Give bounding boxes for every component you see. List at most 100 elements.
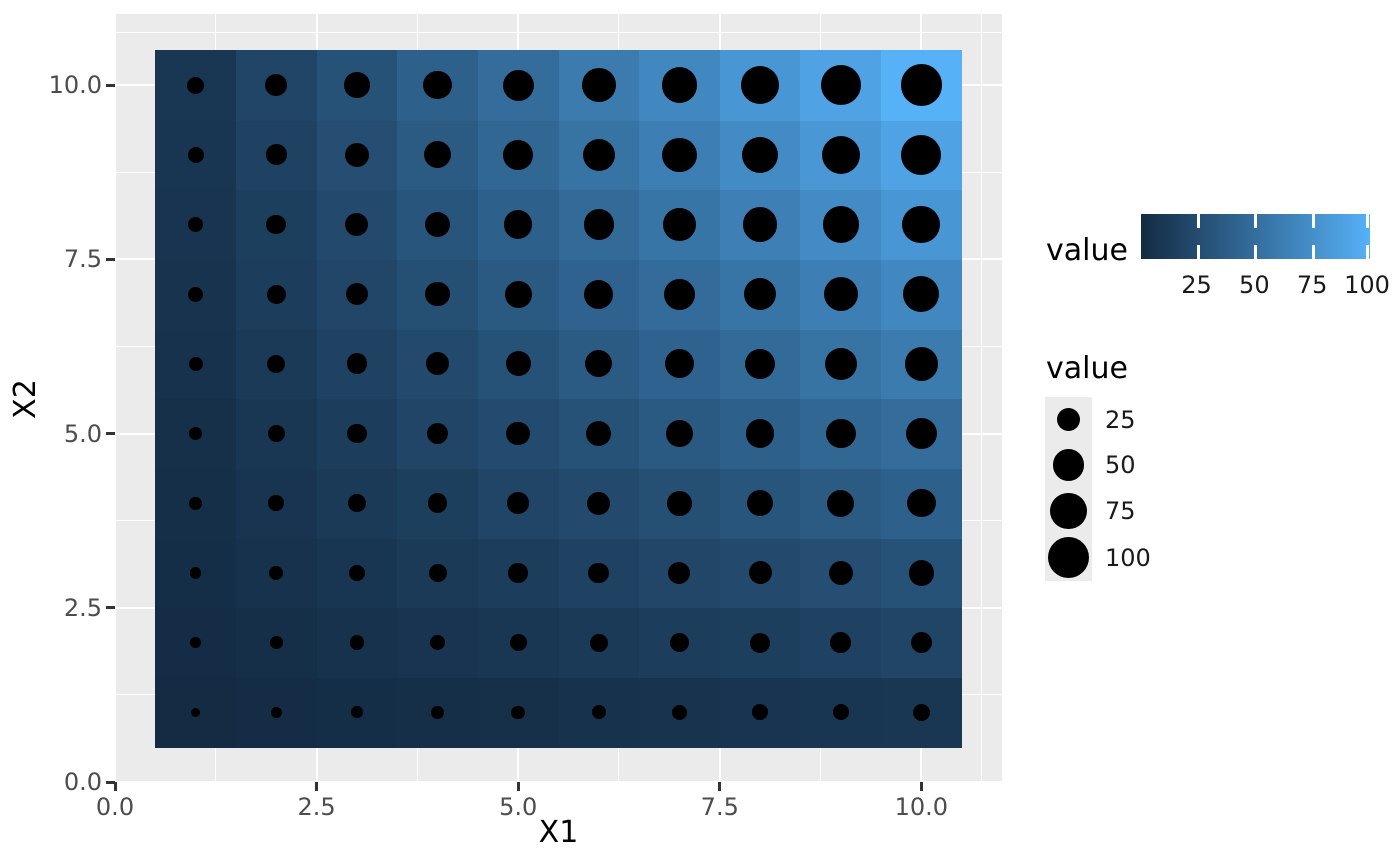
data-point (503, 139, 534, 170)
size-legend-title: value (1046, 351, 1128, 386)
data-point (504, 280, 532, 308)
size-legend-key (1045, 442, 1092, 488)
data-point (748, 561, 772, 585)
y-tick-mark (106, 432, 115, 436)
y-tick-mark (106, 780, 115, 784)
data-point (827, 489, 855, 517)
x-tick-label: 7.5 (700, 793, 739, 821)
data-point (423, 141, 452, 169)
data-point (189, 567, 202, 579)
data-point (589, 633, 608, 652)
data-point (507, 492, 529, 515)
data-point (903, 276, 940, 313)
size-legend-key (1045, 534, 1092, 581)
colorbar-tick-mark (1254, 214, 1258, 228)
data-point (664, 278, 695, 310)
data-point (747, 490, 774, 517)
colorbar-tick-label: 100 (1344, 271, 1390, 299)
data-point (744, 348, 776, 380)
data-point (502, 69, 534, 101)
size-key-label: 100 (1105, 543, 1151, 572)
y-gridline-minor (115, 32, 1002, 34)
colorbar-tick-mark (1312, 214, 1316, 228)
x-tick-mark (718, 782, 722, 791)
size-key-circle (1050, 492, 1087, 530)
data-point (583, 209, 615, 240)
data-point (265, 74, 288, 96)
data-point (347, 494, 366, 513)
data-point (423, 70, 452, 100)
size-key-label: 75 (1105, 497, 1136, 525)
data-point (663, 208, 696, 241)
data-point (671, 704, 687, 720)
colorbar-gradient (1141, 214, 1370, 259)
data-point (431, 705, 444, 719)
data-point (188, 426, 203, 441)
data-point (348, 564, 366, 582)
x-tick-mark (919, 782, 923, 791)
x-tick-label: 10.0 (894, 793, 949, 821)
data-point (429, 634, 446, 651)
y-tick-mark (106, 606, 115, 610)
data-point (912, 703, 930, 721)
colorbar-tick-mark (1196, 245, 1200, 259)
size-key-circle (1052, 449, 1085, 481)
y-axis-title: X2 (8, 378, 43, 419)
x-tick-label: 2.5 (297, 793, 336, 821)
data-point (505, 351, 531, 377)
colorbar-tick-mark (1254, 245, 1258, 259)
data-point (187, 216, 204, 233)
data-point (745, 419, 775, 448)
fill-legend-title: value (1046, 233, 1128, 268)
data-point (830, 632, 852, 653)
data-point (506, 421, 530, 446)
data-point (900, 64, 943, 106)
data-point (351, 706, 363, 719)
x-tick-mark (516, 782, 520, 791)
data-point (267, 425, 285, 442)
data-point (188, 286, 204, 302)
data-point (426, 422, 449, 445)
data-point (905, 418, 937, 450)
data-point (667, 490, 692, 516)
data-point (910, 631, 933, 654)
data-point (588, 562, 610, 584)
y-tick-label: 2.5 (63, 593, 102, 622)
data-point (582, 138, 615, 171)
data-point (424, 211, 451, 238)
data-point (661, 67, 698, 103)
size-legend-key (1045, 397, 1092, 442)
data-point (508, 563, 528, 583)
colorbar-tick-mark (1312, 245, 1316, 259)
data-point (347, 423, 367, 444)
data-point (266, 284, 286, 304)
data-point (345, 283, 368, 306)
size-key-circle (1056, 407, 1081, 432)
data-point (901, 134, 942, 175)
data-point (666, 420, 693, 447)
data-point (268, 495, 285, 512)
data-point (425, 281, 450, 307)
data-point (266, 214, 287, 235)
data-point (664, 349, 694, 379)
data-point (825, 418, 856, 449)
data-point (824, 347, 857, 380)
data-point (269, 565, 284, 581)
data-point (346, 353, 368, 375)
data-point (267, 354, 286, 373)
data-point (741, 136, 779, 173)
data-point (832, 704, 849, 721)
data-point (265, 144, 287, 166)
data-point (908, 560, 934, 586)
data-point (271, 707, 282, 718)
data-point (188, 356, 203, 371)
data-point (344, 72, 370, 98)
data-point (349, 635, 365, 650)
data-point (504, 210, 533, 239)
x-tick-label: 5.0 (499, 793, 538, 821)
data-point (428, 563, 447, 582)
x-gridline-minor (981, 14, 983, 782)
data-point (907, 489, 936, 518)
y-gridline-major (115, 781, 1002, 782)
